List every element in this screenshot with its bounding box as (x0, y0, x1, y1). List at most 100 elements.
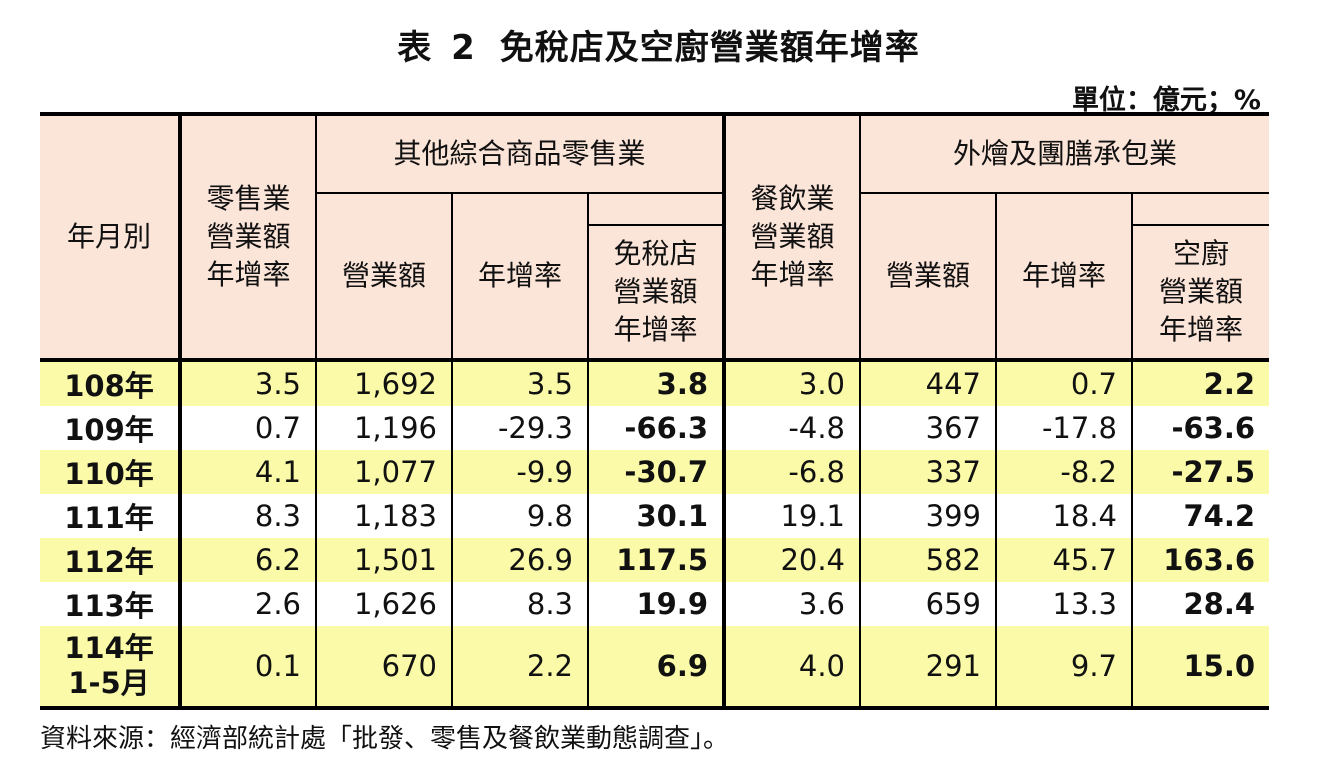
cell-dutyfree: 6.9 (586, 626, 727, 708)
cell-food: 20.4 (723, 538, 862, 582)
cell-g1-growth: -9.9 (451, 450, 589, 494)
source-note: 資料來源：經濟部統計處「批發、零售及餐飲業動態調查」。 (40, 724, 730, 754)
header-g2-growth: 年增率 (995, 193, 1134, 360)
table-row: 108年 3.5 1,692 3.5 3.8 3.0 447 0.7 2.2 (40, 358, 1270, 406)
data-table: 年月別 零售業 營業額 年增率 其他綜合商品零售業 餐飲業 營業額 年增率 外燴… (40, 112, 1270, 710)
cell-airline-catering: 15.0 (1131, 626, 1270, 708)
cell-retail: 0.7 (179, 406, 317, 450)
header-g1-growth: 年增率 (451, 193, 589, 360)
cell-food: -4.8 (723, 406, 862, 450)
cell-g1-growth: 3.5 (451, 358, 589, 406)
table-row: 112年 6.2 1,501 26.9 117.5 20.4 582 45.7 … (40, 538, 1270, 582)
table-row: 111年 8.3 1,183 9.8 30.1 19.1 399 18.4 74… (40, 494, 1270, 538)
title-prefix: 表 (397, 28, 433, 68)
cell-food: 3.0 (723, 358, 862, 406)
table-row: 109年 0.7 1,196 -29.3 -66.3 -4.8 367 -17.… (40, 406, 1270, 450)
cell-g1-revenue: 1,196 (315, 406, 453, 450)
header-g1-spacer (586, 193, 727, 226)
header-food-line2: 營業額 (750, 220, 835, 254)
row-year: 109年 (40, 406, 182, 450)
row-year-label: 114年 (64, 631, 154, 666)
row-year: 114年 1-5月 (40, 626, 182, 708)
header-retail-line2: 營業額 (206, 220, 291, 254)
header-retail-line3: 年增率 (206, 257, 291, 291)
cell-g1-revenue: 670 (315, 626, 453, 708)
row-year: 111年 (40, 494, 182, 538)
cell-g1-revenue: 1,692 (315, 358, 453, 406)
row-year: 113年 (40, 582, 182, 626)
cell-g2-growth: 0.7 (995, 358, 1134, 406)
cell-g1-revenue: 1,501 (315, 538, 453, 582)
cell-g2-revenue: 291 (859, 626, 998, 708)
header-food-line1: 餐飲業 (750, 182, 835, 216)
cell-airline-catering: 2.2 (1131, 358, 1270, 406)
header-year: 年月別 (40, 114, 182, 360)
cell-dutyfree: 30.1 (586, 494, 727, 538)
cell-dutyfree: 117.5 (586, 538, 727, 582)
cell-g1-growth: 8.3 (451, 582, 589, 626)
header-group-catering: 外燴及團膳承包業 (859, 114, 1270, 194)
row-year: 108年 (40, 358, 182, 406)
cell-g2-revenue: 659 (859, 582, 998, 626)
cell-g2-revenue: 399 (859, 494, 998, 538)
cell-g1-revenue: 1,077 (315, 450, 453, 494)
cell-g1-growth: 26.9 (451, 538, 589, 582)
table-row: 113年 2.6 1,626 8.3 19.9 3.6 659 13.3 28.… (40, 582, 1270, 626)
cell-g1-revenue: 1,183 (315, 494, 453, 538)
header-food: 餐飲業 營業額 年增率 (723, 114, 862, 360)
cell-g2-revenue: 337 (859, 450, 998, 494)
title-number: 2 (451, 28, 476, 68)
cell-airline-catering: -27.5 (1131, 450, 1270, 494)
cell-airline-catering: 28.4 (1131, 582, 1270, 626)
header-airline-catering: 空廚 營業額 年增率 (1131, 225, 1270, 360)
cell-airline-catering: 74.2 (1131, 494, 1270, 538)
cell-g2-growth: -8.2 (995, 450, 1134, 494)
table-body: 108年 3.5 1,692 3.5 3.8 3.0 447 0.7 2.2 1… (40, 358, 1270, 708)
header-airline-catering-line2: 營業額 (1159, 275, 1244, 309)
cell-g2-growth: 13.3 (995, 582, 1134, 626)
row-year: 110年 (40, 450, 182, 494)
cell-g2-growth: 18.4 (995, 494, 1134, 538)
cell-airline-catering: -63.6 (1131, 406, 1270, 450)
header-retail: 零售業 營業額 年增率 (179, 114, 317, 360)
table-title: 表 2 免稅店及空廚營業額年增率 (0, 20, 1317, 69)
cell-g1-growth: 9.8 (451, 494, 589, 538)
cell-retail: 4.1 (179, 450, 317, 494)
header-airline-catering-line3: 年增率 (1159, 312, 1244, 346)
header-dutyfree-line1: 免稅店 (613, 237, 698, 271)
cell-g1-revenue: 1,626 (315, 582, 453, 626)
cell-dutyfree: 3.8 (586, 358, 727, 406)
cell-retail: 8.3 (179, 494, 317, 538)
header-retail-line1: 零售業 (206, 182, 291, 216)
title-text: 免稅店及空廚營業額年增率 (499, 28, 920, 68)
cell-g2-growth: -17.8 (995, 406, 1134, 450)
cell-food: 3.6 (723, 582, 862, 626)
table-row: 114年 1-5月 0.1 670 2.2 6.9 4.0 291 9.7 15… (40, 626, 1270, 708)
row-year: 112年 (40, 538, 182, 582)
header-dutyfree-line3: 年增率 (613, 312, 698, 346)
cell-g2-growth: 45.7 (995, 538, 1134, 582)
header-dutyfree: 免稅店 營業額 年增率 (586, 225, 727, 360)
unit-label: 單位：億元；% (1071, 85, 1261, 116)
cell-dutyfree: -30.7 (586, 450, 727, 494)
cell-retail: 2.6 (179, 582, 317, 626)
cell-retail: 6.2 (179, 538, 317, 582)
header-g2-revenue: 營業額 (859, 193, 998, 360)
cell-g1-growth: -29.3 (451, 406, 589, 450)
table-row: 110年 4.1 1,077 -9.9 -30.7 -6.8 337 -8.2 … (40, 450, 1270, 494)
cell-g2-growth: 9.7 (995, 626, 1134, 708)
row-year-sublabel: 1-5月 (68, 666, 150, 700)
cell-food: 19.1 (723, 494, 862, 538)
cell-retail: 0.1 (179, 626, 317, 708)
cell-food: -6.8 (723, 450, 862, 494)
cell-retail: 3.5 (179, 358, 317, 406)
header-g2-spacer (1131, 193, 1270, 226)
header-food-line3: 年增率 (750, 257, 835, 291)
cell-g2-revenue: 582 (859, 538, 998, 582)
cell-g1-growth: 2.2 (451, 626, 589, 708)
cell-dutyfree: -66.3 (586, 406, 727, 450)
header-g1-revenue: 營業額 (315, 193, 453, 360)
table-header: 年月別 零售業 營業額 年增率 其他綜合商品零售業 餐飲業 營業額 年增率 外燴… (40, 114, 1270, 360)
cell-g2-revenue: 367 (859, 406, 998, 450)
header-group-general-merchandise: 其他綜合商品零售業 (314, 114, 727, 194)
